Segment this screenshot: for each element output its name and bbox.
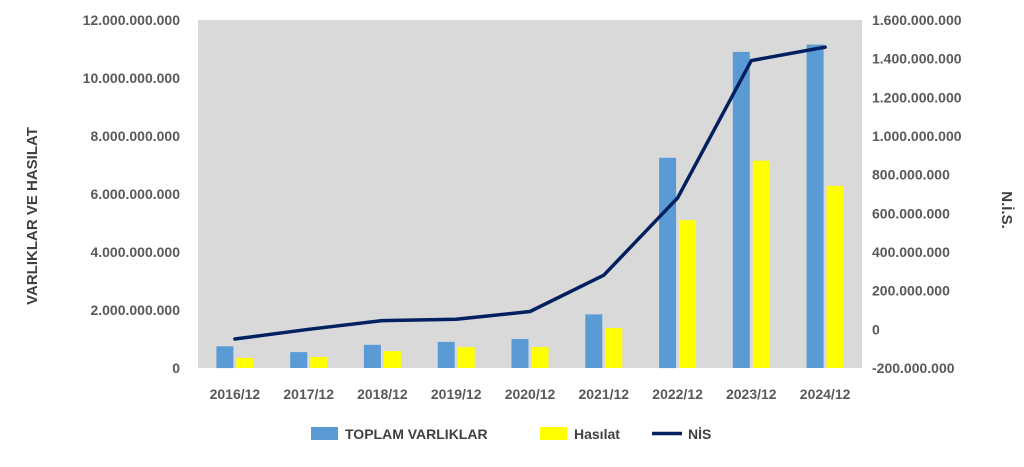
left-tick-label: 6.000.000.000 (90, 186, 180, 202)
right-tick-label: 1.400.000.000 (872, 51, 962, 67)
x-tick-label: 2024/12 (800, 386, 851, 402)
bar-toplam-varliklar-8 (806, 44, 824, 368)
bar-has-lat-4 (531, 347, 549, 368)
bar-has-lat-7 (752, 160, 770, 368)
bar-toplam-varliklar-4 (511, 339, 529, 368)
left-tick-label: 8.000.000.000 (90, 128, 180, 144)
bar-toplam-varliklar-2 (363, 344, 381, 368)
legend-label-ni-s: NİS (688, 426, 711, 442)
x-axis-ticks: 2016/12 2017/12 2018/12 2019/12 2020/12 2021/… (210, 386, 851, 402)
bar-toplam-varliklar-3 (437, 341, 455, 368)
right-tick-label: 600.000.000 (872, 205, 950, 221)
bar-toplam-varliklar-0 (216, 346, 234, 369)
right-tick-label: 0 (872, 321, 880, 337)
right-tick-label: 200.000.000 (872, 283, 950, 299)
right-tick-label: 1.200.000.000 (872, 89, 962, 105)
legend-swatch-toplam-varliklar (311, 427, 338, 440)
left-tick-label: 4.000.000.000 (90, 244, 180, 260)
bar-toplam-varliklar-7 (732, 51, 750, 369)
bar-has-lat-3 (457, 347, 475, 368)
x-tick-label: 2019/12 (431, 386, 482, 402)
line-layer (233, 45, 827, 341)
right-tick-label: 1.600.000.000 (872, 12, 962, 28)
left-tick-label: 12.000.000.000 (83, 12, 181, 28)
bar-has-lat-0 (236, 357, 254, 368)
bar-has-lat-8 (826, 185, 844, 368)
bar-has-lat-6 (679, 220, 697, 368)
right-axis-title: N.İ.S. (998, 191, 1015, 229)
left-axis-title: VARLIKLAR VE HASILAT (24, 127, 41, 305)
bar-has-lat-5 (605, 328, 623, 368)
x-tick-label: 2022/12 (652, 386, 703, 402)
bar-toplam-varliklar-5 (585, 314, 603, 368)
line-nis (233, 45, 827, 341)
x-tick-label: 2020/12 (505, 386, 556, 402)
x-tick-label: 2018/12 (357, 386, 408, 402)
right-tick-label: 400.000.000 (872, 244, 950, 260)
bar-has-lat-2 (383, 351, 401, 368)
legend-swatch-has-lat (540, 427, 567, 440)
right-tick-label: 800.000.000 (872, 167, 950, 183)
x-tick-label: 2016/12 (210, 386, 261, 402)
x-tick-label: 2023/12 (726, 386, 777, 402)
left-tick-label: 2.000.000.000 (90, 302, 180, 318)
x-tick-label: 2017/12 (283, 386, 334, 402)
left-tick-label: 10.000.000.000 (83, 70, 181, 86)
left-axis-ticks: 0 2.000.000.000 4.000.000.000 6.000.000.000… (83, 12, 181, 376)
right-tick-label: 1.000.000.000 (872, 128, 962, 144)
left-tick-label: 0 (172, 360, 180, 376)
bar-toplam-varliklar-1 (290, 352, 308, 368)
bar-has-lat-1 (310, 357, 328, 368)
right-axis-ticks: -200.000.000 0 200.000.000 400.000.000 600.0… (872, 12, 962, 376)
right-tick-label: -200.000.000 (872, 360, 955, 376)
legend-label-toplam-varliklar: TOPLAM VARLIKLAR (345, 426, 488, 442)
legend: TOPLAM VARLIKLAR Hasılat NİS (311, 426, 711, 442)
legend-label-has-lat: Hasılat (574, 426, 620, 442)
x-tick-label: 2021/12 (578, 386, 629, 402)
bar-toplam-varliklar-6 (659, 157, 677, 369)
